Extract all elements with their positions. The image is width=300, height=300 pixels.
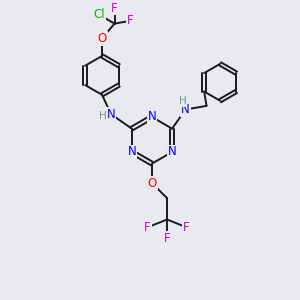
Text: H: H [179,96,187,106]
Text: N: N [168,146,176,158]
Text: F: F [144,221,151,234]
Text: F: F [127,14,133,27]
Text: H: H [99,111,107,121]
Text: N: N [148,110,156,124]
Text: F: F [164,232,170,245]
Text: F: F [111,2,118,15]
Text: Cl: Cl [94,8,105,21]
Text: N: N [107,108,116,121]
Text: N: N [128,146,136,158]
Text: N: N [181,103,190,116]
Text: O: O [98,32,107,45]
Text: O: O [147,176,157,190]
Text: F: F [183,221,190,234]
